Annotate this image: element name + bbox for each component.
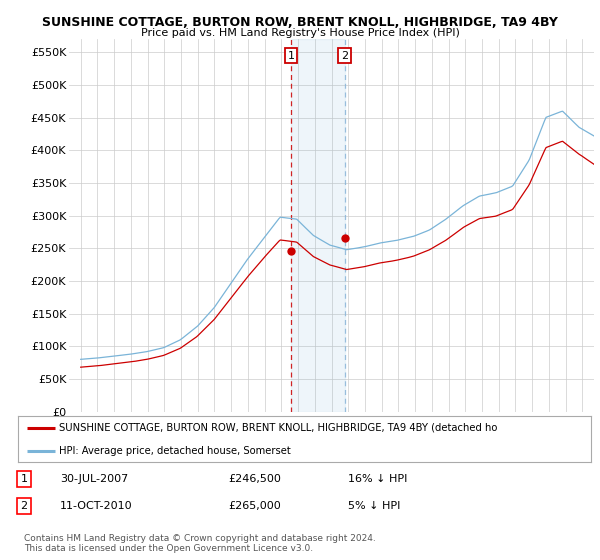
Text: 2: 2 (341, 50, 348, 60)
Text: 5% ↓ HPI: 5% ↓ HPI (348, 501, 400, 511)
Text: 16% ↓ HPI: 16% ↓ HPI (348, 474, 407, 484)
Text: 1: 1 (287, 50, 295, 60)
Text: Contains HM Land Registry data © Crown copyright and database right 2024.
This d: Contains HM Land Registry data © Crown c… (24, 534, 376, 553)
Text: SUNSHINE COTTAGE, BURTON ROW, BRENT KNOLL, HIGHBRIDGE, TA9 4BY: SUNSHINE COTTAGE, BURTON ROW, BRENT KNOL… (42, 16, 558, 29)
Text: £246,500: £246,500 (228, 474, 281, 484)
Text: 30-JUL-2007: 30-JUL-2007 (60, 474, 128, 484)
Text: SUNSHINE COTTAGE, BURTON ROW, BRENT KNOLL, HIGHBRIDGE, TA9 4BY (detached ho: SUNSHINE COTTAGE, BURTON ROW, BRENT KNOL… (59, 423, 497, 432)
Bar (291, 39, 345, 412)
Text: 2: 2 (20, 501, 28, 511)
Text: Price paid vs. HM Land Registry's House Price Index (HPI): Price paid vs. HM Land Registry's House … (140, 28, 460, 38)
Text: 11-OCT-2010: 11-OCT-2010 (60, 501, 133, 511)
Text: £265,000: £265,000 (228, 501, 281, 511)
Text: 1: 1 (20, 474, 28, 484)
Text: HPI: Average price, detached house, Somerset: HPI: Average price, detached house, Some… (59, 446, 291, 455)
